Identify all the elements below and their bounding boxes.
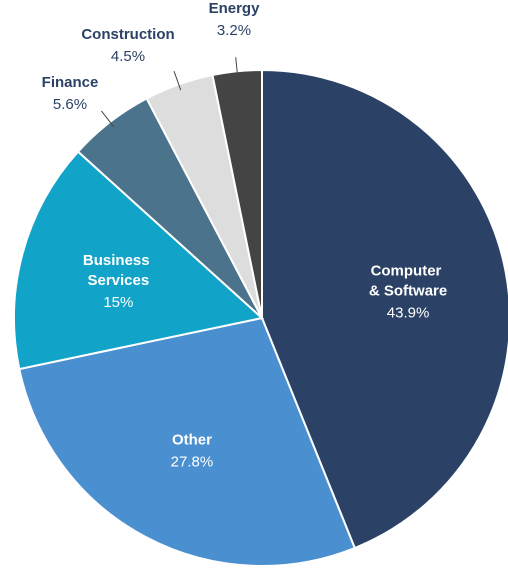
leader-line [173, 71, 182, 91]
slice-value: 43.9% [387, 305, 430, 322]
leader-line [101, 110, 115, 128]
slice-value: 15% [103, 294, 133, 311]
slice-label: Finance [42, 74, 99, 91]
slice-value: 4.5% [111, 48, 145, 65]
slice-label: Business Services [83, 252, 154, 289]
slice-label: Energy [209, 0, 261, 17]
slice-label: Construction [81, 26, 174, 43]
pie-slice [18, 316, 357, 567]
pie-slice [261, 68, 508, 550]
pie-slice [13, 150, 265, 371]
slice-value: 3.2% [217, 22, 251, 39]
slice-label: Other [172, 431, 212, 448]
leader-line [235, 57, 239, 78]
slice-value: 5.6% [53, 96, 87, 113]
slice-label: Computer & Software [369, 263, 447, 300]
slice-value: 27.8% [171, 453, 214, 470]
